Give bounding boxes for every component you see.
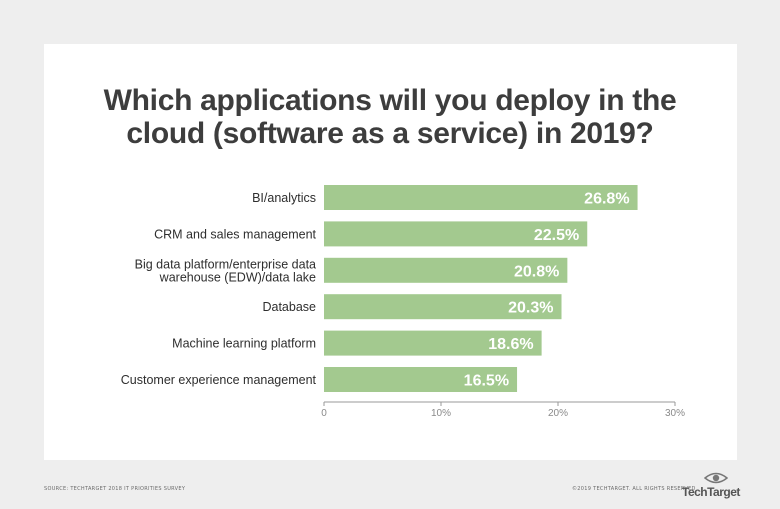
techtarget-logo: TechTarget [682,472,742,504]
category-label-5: Customer experience management [121,373,317,387]
x-tick-label-0: 0 [321,408,327,419]
category-label-0: BI/analytics [252,191,316,205]
x-tick-label-2: 20% [548,408,568,419]
bar-3 [324,294,562,320]
category-label-3: Database [262,300,316,314]
value-label-2: 20.8% [514,263,559,280]
category-label-1: CRM and sales management [154,227,316,241]
category-label-2-line-0: Big data platform/enterprise data [135,257,316,271]
bar-5 [324,367,518,392]
bar-0 [324,185,638,210]
chart-title-line-1: Which applications will you deploy in th… [103,84,677,117]
copyright-note: ©2019 TECHTARGET. ALL RIGHTS RESERVED [572,486,696,492]
category-label-2-line-1: warehouse (EDW)/data lake [159,270,316,284]
chart-title: Which applications will you deploy in th… [0,84,780,150]
value-label-1: 22.5% [534,227,579,244]
x-tick-label-3: 30% [665,408,685,419]
bar-2 [324,257,568,283]
logo-eye-icon [704,472,728,484]
bar-4 [324,330,542,356]
x-tick-label-1: 10% [431,408,451,419]
chart-title-line-2: cloud (software as a service) in 2019? [126,117,654,150]
value-label-0: 26.8% [584,191,629,208]
value-label-3: 20.3% [508,300,553,317]
bar-1 [324,221,588,247]
value-label-4: 18.6% [488,336,533,353]
source-note: SOURCE: TECHTARGET 2018 IT PRIORITIES SU… [44,486,186,492]
category-label-4: Machine learning platform [172,337,316,351]
value-label-5: 16.5% [464,373,509,390]
logo-wordmark: TechTarget [682,485,740,499]
